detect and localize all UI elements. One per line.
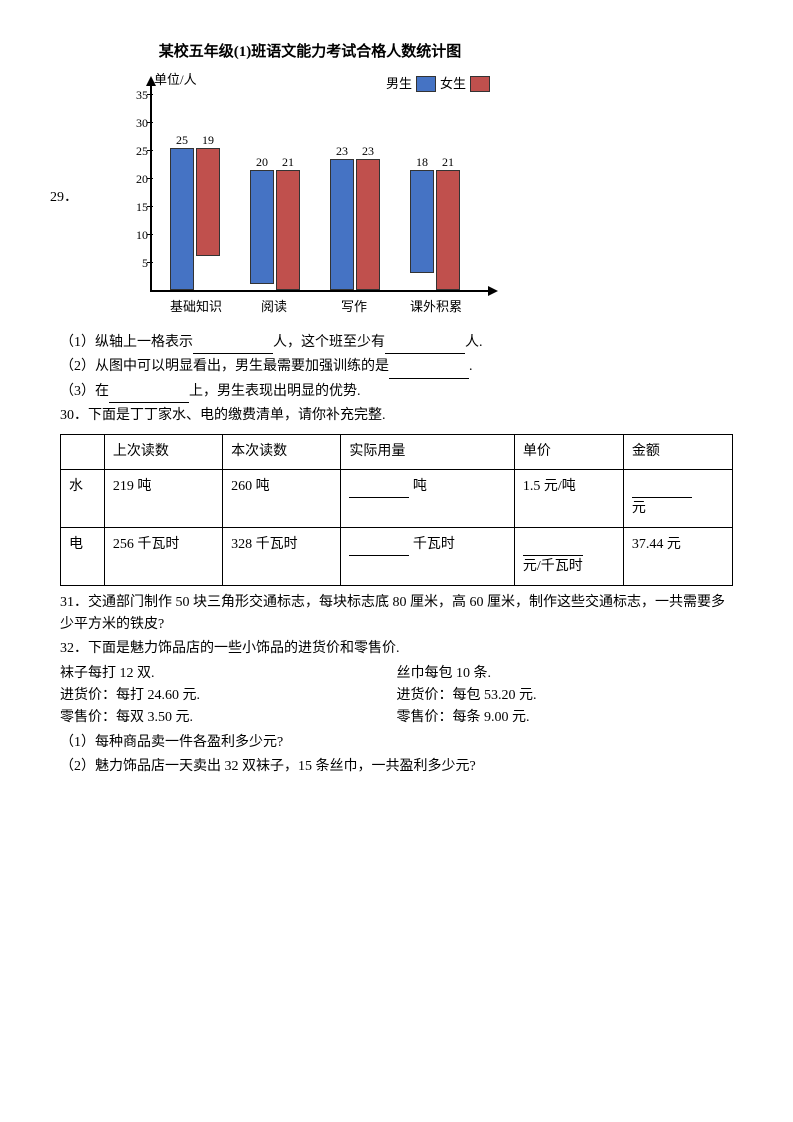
bar-value-label: 23 <box>336 142 348 161</box>
td: 千瓦时 <box>341 527 514 585</box>
chart-area: 29． 单位/人 男生 女生 5101520253035 25192021232… <box>120 72 500 322</box>
y-axis-unit: 单位/人 <box>154 70 197 91</box>
bar-value-label: 19 <box>202 131 214 150</box>
q32-sub1: （1）每种商品卖一件各盈利多少元? <box>60 732 733 754</box>
tick-mark <box>147 206 153 207</box>
tick-mark <box>147 234 153 235</box>
tick-mark <box>147 150 153 151</box>
tick-mark <box>147 122 153 123</box>
q32-row: 袜子每打 12 双. 丝巾每包 10 条. <box>60 663 733 685</box>
blank[interactable] <box>632 481 692 498</box>
td: 256 千瓦时 <box>104 527 222 585</box>
table-header-row: 上次读数 本次读数 实际用量 单价 金额 <box>61 434 733 469</box>
bar-value-label: 20 <box>256 153 268 172</box>
y-tick-label: 30 <box>128 114 148 133</box>
bar-value-label: 25 <box>176 131 188 150</box>
blank[interactable] <box>389 362 469 379</box>
q32-row: 零售价：每双 3.50 元. 零售价：每条 9.00 元. <box>60 707 733 729</box>
q32-scarf-sell: 零售价：每条 9.00 元. <box>397 707 530 729</box>
bar-male: 18 <box>410 170 434 273</box>
td: 260 吨 <box>223 469 341 527</box>
td: 219 吨 <box>104 469 222 527</box>
q32-sub2: （2）魅力饰品店一天卖出 32 双袜子，15 条丝巾，一共盈利多少元? <box>60 756 733 778</box>
th: 单价 <box>514 434 623 469</box>
table-row: 水 219 吨 260 吨 吨 1.5 元/吨 元 <box>61 469 733 527</box>
q32-socks-sell: 零售价：每双 3.50 元. <box>60 707 397 729</box>
y-tick-label: 10 <box>128 226 148 245</box>
th: 实际用量 <box>341 434 514 469</box>
q31: 31．交通部门制作 50 块三角形交通标志，每块标志底 80 厘米，高 60 厘… <box>60 592 733 637</box>
td: 元/千瓦时 <box>514 527 623 585</box>
bar-male: 20 <box>250 170 274 284</box>
q32-scarf-pack: 丝巾每包 10 条. <box>397 663 492 685</box>
legend-female-label: 女生 <box>440 74 466 95</box>
table-row: 电 256 千瓦时 328 千瓦时 千瓦时 元/千瓦时 37.44 元 <box>61 527 733 585</box>
tick-mark <box>147 94 153 95</box>
x-label: 写作 <box>330 297 378 318</box>
x-label: 阅读 <box>250 297 298 318</box>
td: 电 <box>61 527 105 585</box>
q32-socks-cost: 进货价：每打 24.60 元. <box>60 685 397 707</box>
legend: 男生 女生 <box>386 74 490 95</box>
tick-mark <box>147 262 153 263</box>
bar-group: 2323 <box>330 159 380 290</box>
bar-group: 2519 <box>170 148 220 290</box>
blank[interactable] <box>523 539 583 556</box>
blank[interactable] <box>385 337 465 354</box>
tick-mark <box>147 178 153 179</box>
legend-male-label: 男生 <box>386 74 412 95</box>
y-axis <box>150 82 152 292</box>
q32-scarf-cost: 进货价：每包 53.20 元. <box>397 685 537 707</box>
y-tick-label: 15 <box>128 198 148 217</box>
td: 328 千瓦时 <box>223 527 341 585</box>
td: 元 <box>623 469 732 527</box>
bar-female: 21 <box>436 170 460 290</box>
td: 1.5 元/吨 <box>514 469 623 527</box>
q30-title: 30．下面是丁丁家水、电的缴费清单，请你补充完整. <box>60 405 733 427</box>
y-tick-label: 35 <box>128 86 148 105</box>
q29-sub2: （2）从图中可以明显看出，男生最需要加强训练的是. <box>60 356 733 378</box>
blank[interactable] <box>349 481 409 498</box>
td: 吨 <box>341 469 514 527</box>
td: 37.44 元 <box>623 527 732 585</box>
x-label: 基础知识 <box>170 297 218 318</box>
x-axis <box>150 290 490 292</box>
blank[interactable] <box>109 386 189 403</box>
chart-title: 某校五年级(1)班语文能力考试合格人数统计图 <box>120 40 500 64</box>
q29-number: 29． <box>50 187 78 209</box>
bar-value-label: 18 <box>416 153 428 172</box>
bar-group: 2021 <box>250 170 300 290</box>
bar-value-label: 21 <box>442 153 454 172</box>
chart-container: 某校五年级(1)班语文能力考试合格人数统计图 29． 单位/人 男生 女生 51… <box>120 40 733 322</box>
th: 本次读数 <box>223 434 341 469</box>
legend-male-box <box>416 76 436 92</box>
q32-row: 进货价：每打 24.60 元. 进货价：每包 53.20 元. <box>60 685 733 707</box>
bar-group: 1821 <box>410 170 460 290</box>
bar-female: 23 <box>356 159 380 290</box>
y-tick-label: 20 <box>128 170 148 189</box>
blank[interactable] <box>193 337 273 354</box>
y-tick-label: 25 <box>128 142 148 161</box>
q30-table: 上次读数 本次读数 实际用量 单价 金额 水 219 吨 260 吨 吨 1.5… <box>60 434 733 586</box>
bar-value-label: 23 <box>362 142 374 161</box>
q29-sub3: （3）在上，男生表现出明显的优势. <box>60 381 733 403</box>
bar-male: 23 <box>330 159 354 290</box>
th: 金额 <box>623 434 732 469</box>
blank[interactable] <box>349 539 409 556</box>
legend-female-box <box>470 76 490 92</box>
th: 上次读数 <box>104 434 222 469</box>
q29-sub1: （1）纵轴上一格表示人，这个班至少有人. <box>60 332 733 354</box>
bar-male: 25 <box>170 148 194 290</box>
bar-female: 21 <box>276 170 300 290</box>
td: 水 <box>61 469 105 527</box>
x-label: 课外积累 <box>410 297 458 318</box>
th <box>61 434 105 469</box>
q32-title: 32．下面是魅力饰品店的一些小饰品的进货价和零售价. <box>60 638 733 660</box>
bar-value-label: 21 <box>282 153 294 172</box>
bar-female: 19 <box>196 148 220 256</box>
x-arrow-icon <box>488 286 498 296</box>
q32-socks-pack: 袜子每打 12 双. <box>60 663 397 685</box>
y-tick-label: 5 <box>128 254 148 273</box>
